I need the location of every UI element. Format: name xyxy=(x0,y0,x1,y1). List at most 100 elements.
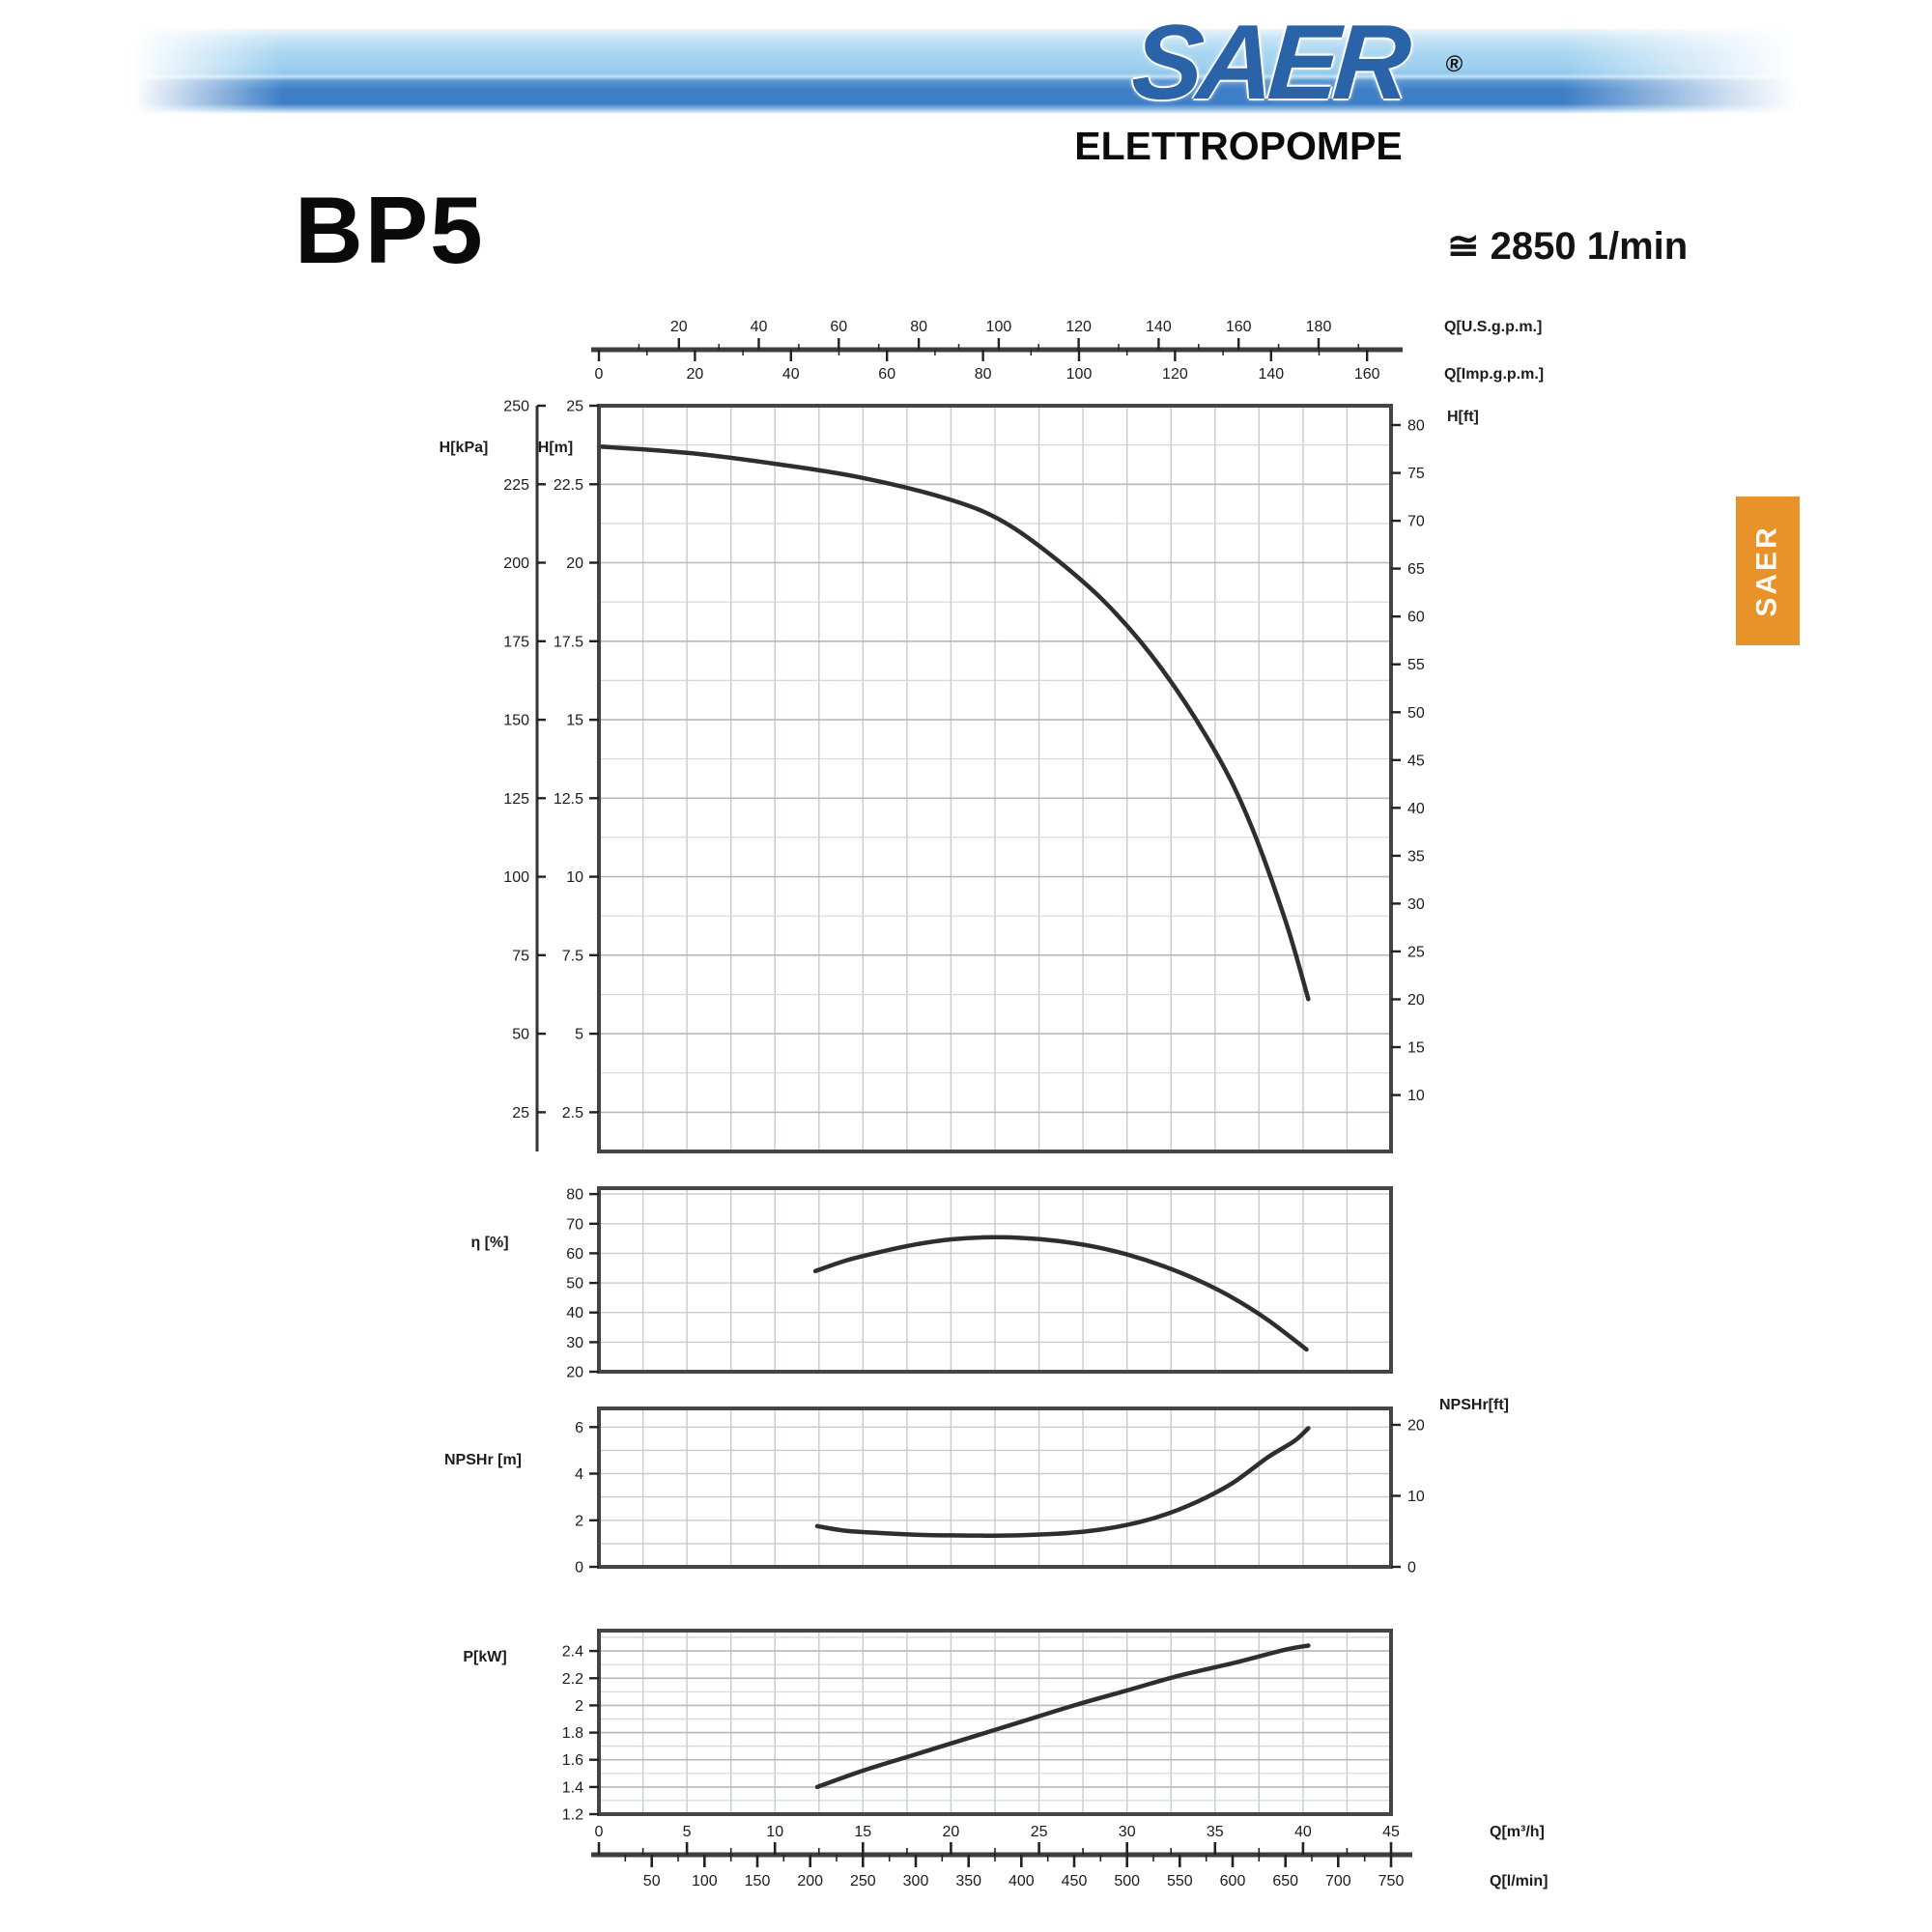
us-gpm-axis-label: Q[U.S.g.p.m.] xyxy=(1444,319,1542,335)
lmin-tick-label: 700 xyxy=(1325,1873,1351,1889)
m3h-tick-label: 25 xyxy=(1031,1824,1048,1840)
logo-subtitle: ELETTROPOMPE xyxy=(1074,124,1403,168)
power-tick-label: 1.4 xyxy=(562,1779,583,1796)
h-ft-tick-label: 45 xyxy=(1407,753,1425,769)
power-curve xyxy=(814,1643,1311,1790)
h-ft-tick-label: 20 xyxy=(1407,992,1425,1009)
imp-gpm-tick-label: 160 xyxy=(1354,366,1380,383)
h-ft-tick-label: 75 xyxy=(1407,466,1425,482)
h-m-axis-label: H[m] xyxy=(538,440,573,456)
efficiency-tick-label: 40 xyxy=(566,1305,583,1321)
plot-frame xyxy=(597,1186,1393,1374)
lmin-tick-label: 50 xyxy=(643,1873,661,1889)
lmin-tick-label: 450 xyxy=(1062,1873,1088,1889)
plot-frame xyxy=(597,404,1393,1153)
lmin-tick-label: 550 xyxy=(1167,1873,1193,1889)
lmin-tick-label: 150 xyxy=(745,1873,771,1889)
header-banner xyxy=(133,29,1797,114)
lmin-tick-label: 100 xyxy=(692,1873,718,1889)
m3h-tick-label: 20 xyxy=(943,1824,960,1840)
imp-gpm-tick-label: 60 xyxy=(878,366,895,383)
imp-gpm-tick-label: 80 xyxy=(975,366,992,383)
h-kpa-axis-label: H[kPa] xyxy=(440,440,489,456)
m3h-tick-label: 0 xyxy=(595,1824,604,1840)
us-gpm-tick-label: 160 xyxy=(1226,319,1252,335)
power-tick-label: 2.4 xyxy=(562,1644,583,1661)
m3h-tick-label: 15 xyxy=(854,1824,871,1840)
head-curve xyxy=(596,444,1311,1002)
power-tick-label: 2 xyxy=(575,1698,583,1715)
us-gpm-tick-label: 40 xyxy=(751,319,768,335)
h-m-tick-label: 17.5 xyxy=(554,634,583,650)
npsh-curve xyxy=(814,1426,1311,1538)
h-m-tick-label: 15 xyxy=(566,713,583,729)
imp-gpm-tick-label: 120 xyxy=(1162,366,1188,383)
h-ft-tick-label: 40 xyxy=(1407,801,1425,817)
m3h-axis-label: Q[m³/h] xyxy=(1490,1824,1545,1840)
us-gpm-tick-label: 120 xyxy=(1065,319,1092,335)
imp-gpm-tick-label: 140 xyxy=(1258,366,1284,383)
lmin-tick-label: 650 xyxy=(1272,1873,1298,1889)
power-axis-label: P[kW] xyxy=(463,1649,506,1665)
imp-gpm-axis-label: Q[Imp.g.p.m.] xyxy=(1444,366,1544,383)
h-m-tick-label: 5 xyxy=(575,1027,583,1043)
npsh-m-tick-label: 0 xyxy=(575,1560,583,1577)
h-kpa-tick-label: 25 xyxy=(512,1105,529,1122)
m3h-tick-label: 40 xyxy=(1294,1824,1312,1840)
h-ft-tick-label: 80 xyxy=(1407,418,1425,435)
us-gpm-tick-label: 60 xyxy=(830,319,847,335)
h-m-tick-label: 12.5 xyxy=(554,791,583,808)
efficiency-tick-label: 20 xyxy=(566,1365,583,1381)
lmin-tick-label: 600 xyxy=(1220,1873,1246,1889)
h-m-tick-label: 10 xyxy=(566,869,583,886)
h-kpa-tick-label: 250 xyxy=(503,399,529,415)
efficiency-axis-label: η [%] xyxy=(470,1235,508,1251)
imp-gpm-tick-label: 20 xyxy=(687,366,704,383)
m3h-tick-label: 5 xyxy=(683,1824,692,1840)
lmin-tick-label: 400 xyxy=(1009,1873,1035,1889)
h-kpa-tick-label: 50 xyxy=(512,1027,529,1043)
efficiency-tick-label: 50 xyxy=(566,1276,583,1293)
power-tick-label: 1.2 xyxy=(562,1807,583,1824)
m3h-tick-label: 30 xyxy=(1119,1824,1136,1840)
lmin-axis-label: Q[l/min] xyxy=(1490,1873,1548,1889)
lmin-tick-label: 750 xyxy=(1378,1873,1405,1889)
efficiency-tick-label: 30 xyxy=(566,1335,583,1351)
h-ft-tick-label: 65 xyxy=(1407,561,1425,578)
h-ft-tick-label: 70 xyxy=(1407,514,1425,530)
efficiency-tick-label: 60 xyxy=(566,1246,583,1263)
model-title: BP5 xyxy=(295,177,485,283)
power-tick-label: 1.8 xyxy=(562,1725,583,1742)
npsh-ft-axis-label: NPSHr[ft] xyxy=(1439,1397,1509,1413)
npsh-ft-tick-label: 20 xyxy=(1407,1418,1425,1435)
npsh-m-tick-label: 2 xyxy=(575,1513,583,1529)
plot-frame xyxy=(597,1406,1393,1569)
h-ft-tick-label: 50 xyxy=(1407,705,1425,722)
h-kpa-tick-label: 200 xyxy=(503,555,529,572)
m3h-tick-label: 10 xyxy=(766,1824,783,1840)
h-kpa-tick-label: 225 xyxy=(503,477,529,494)
h-kpa-tick-label: 100 xyxy=(503,869,529,886)
m3h-tick-label: 35 xyxy=(1207,1824,1224,1840)
h-kpa-tick-label: 75 xyxy=(512,948,529,964)
us-gpm-tick-label: 180 xyxy=(1306,319,1332,335)
us-gpm-tick-label: 20 xyxy=(670,319,688,335)
us-gpm-tick-label: 80 xyxy=(910,319,927,335)
h-m-tick-label: 7.5 xyxy=(562,948,583,964)
imp-gpm-tick-label: 100 xyxy=(1066,366,1093,383)
h-m-tick-label: 25 xyxy=(566,399,583,415)
h-ft-tick-label: 30 xyxy=(1407,896,1425,913)
side-badge: SAER xyxy=(1736,497,1800,645)
h-ft-tick-label: 15 xyxy=(1407,1040,1425,1057)
power-tick-label: 1.6 xyxy=(562,1752,583,1769)
h-m-tick-label: 20 xyxy=(566,555,583,572)
npsh-m-tick-label: 4 xyxy=(575,1466,583,1483)
h-ft-axis-label: H[ft] xyxy=(1447,409,1479,425)
h-kpa-tick-label: 125 xyxy=(503,791,529,808)
lmin-tick-label: 350 xyxy=(955,1873,981,1889)
h-ft-tick-label: 60 xyxy=(1407,610,1425,626)
h-ft-tick-label: 35 xyxy=(1407,848,1425,865)
imp-gpm-tick-label: 40 xyxy=(782,366,800,383)
